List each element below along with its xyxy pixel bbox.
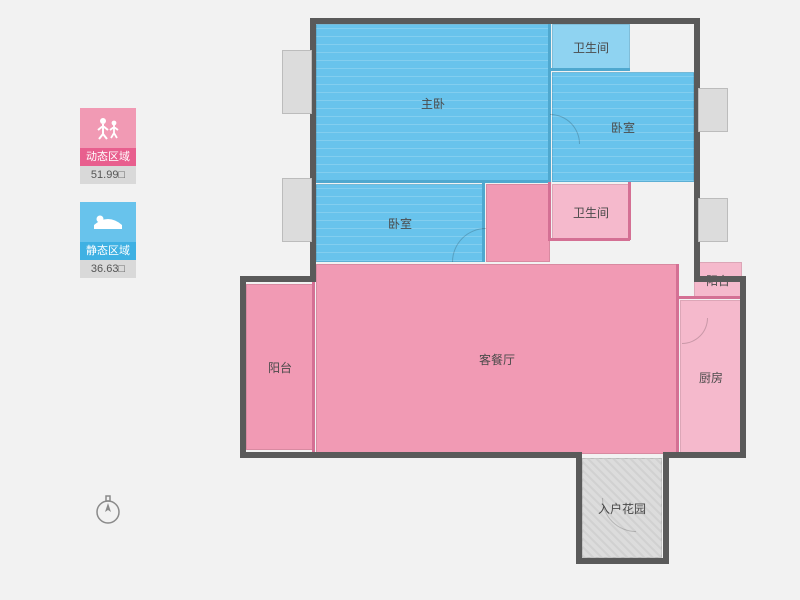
legend: 动态区域 51.99□ 静态区域 36.63□ <box>80 108 140 296</box>
sleep-icon-svg <box>91 211 125 233</box>
window-bay <box>698 88 728 132</box>
inner-wall <box>550 68 630 71</box>
inner-wall <box>548 24 551 184</box>
room-label-bedroom_right: 卧室 <box>611 119 635 136</box>
window-bay <box>698 198 728 242</box>
room-label-master_bedroom: 主卧 <box>421 95 445 112</box>
exterior-wall <box>576 452 582 562</box>
inner-wall <box>548 238 630 241</box>
room-label-kitchen: 厨房 <box>699 369 723 386</box>
room-master_bedroom: 主卧 <box>316 24 550 182</box>
exterior-wall <box>663 452 746 458</box>
exterior-wall <box>576 558 669 564</box>
room-balcony_left: 阳台 <box>246 284 314 450</box>
room-living_dining: 客餐厅 <box>316 264 678 454</box>
inner-wall <box>678 296 742 299</box>
exterior-wall <box>240 276 246 456</box>
room-bathroom2: 卫生间 <box>552 184 630 240</box>
compass-icon <box>94 494 122 522</box>
room-label-balcony_left: 阳台 <box>268 359 292 376</box>
room-label-bedroom_left: 卧室 <box>388 215 412 232</box>
sleep-icon <box>80 202 136 242</box>
people-icon <box>80 108 136 148</box>
window-bay <box>282 50 312 114</box>
inner-wall <box>312 282 315 452</box>
room-bathroom1: 卫生间 <box>552 24 630 70</box>
window-bay <box>282 178 312 242</box>
exterior-wall <box>663 452 669 562</box>
legend-static: 静态区域 36.63□ <box>80 202 136 278</box>
exterior-wall <box>310 452 582 458</box>
legend-dynamic-label: 动态区域 <box>80 148 136 166</box>
room-label-bathroom2: 卫生间 <box>573 204 609 221</box>
inner-wall <box>548 182 551 240</box>
inner-wall <box>676 264 679 454</box>
exterior-wall <box>240 276 316 282</box>
legend-static-label: 静态区域 <box>80 242 136 260</box>
exterior-wall <box>240 452 316 458</box>
people-icon-svg <box>93 116 123 140</box>
exterior-wall <box>740 276 746 456</box>
inner-wall <box>628 182 631 240</box>
legend-static-area: 36.63□ <box>80 260 136 278</box>
exterior-wall <box>694 276 746 282</box>
exterior-wall <box>310 18 700 24</box>
room-label-bathroom1: 卫生间 <box>573 39 609 56</box>
legend-dynamic: 动态区域 51.99□ <box>80 108 136 184</box>
floor-plan: 主卧卫生间卧室卧室卫生间阳台客餐厅厨房阳台入户花园 <box>250 18 760 578</box>
room-label-living_dining: 客餐厅 <box>479 351 515 368</box>
inner-wall <box>316 180 550 183</box>
room-hallway <box>486 184 550 262</box>
legend-dynamic-area: 51.99□ <box>80 166 136 184</box>
